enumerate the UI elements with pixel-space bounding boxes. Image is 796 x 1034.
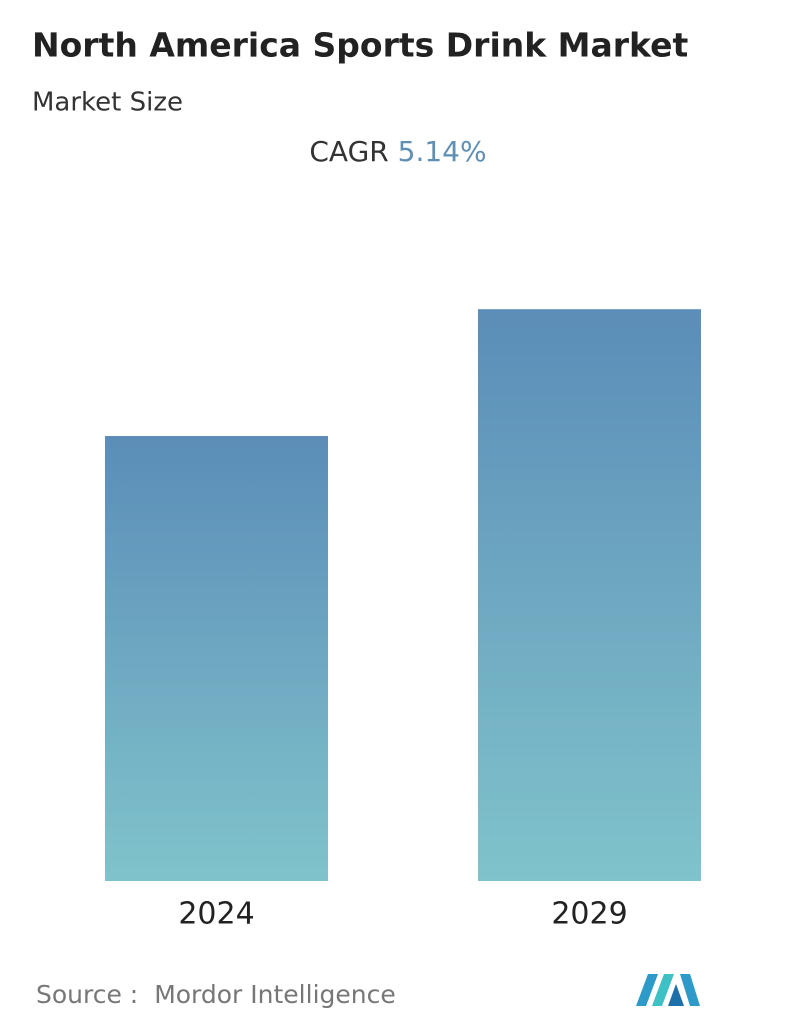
cagr: CAGR 5.14% xyxy=(309,135,486,168)
cagr-value: 5.14% xyxy=(398,135,487,168)
bar xyxy=(104,436,329,881)
source: Source : Mordor Intelligence xyxy=(36,980,396,1009)
bar xyxy=(477,309,702,881)
chart-subtitle: Market Size xyxy=(32,88,183,118)
source-name: Mordor Intelligence xyxy=(154,980,396,1009)
x-tick-label: 2029 xyxy=(551,897,627,932)
chart-title: North America Sports Drink Market xyxy=(32,26,689,65)
cagr-label: CAGR xyxy=(309,135,388,168)
x-tick-label: 2024 xyxy=(178,897,254,932)
source-label: Source : xyxy=(36,980,138,1009)
logo xyxy=(636,974,700,1006)
